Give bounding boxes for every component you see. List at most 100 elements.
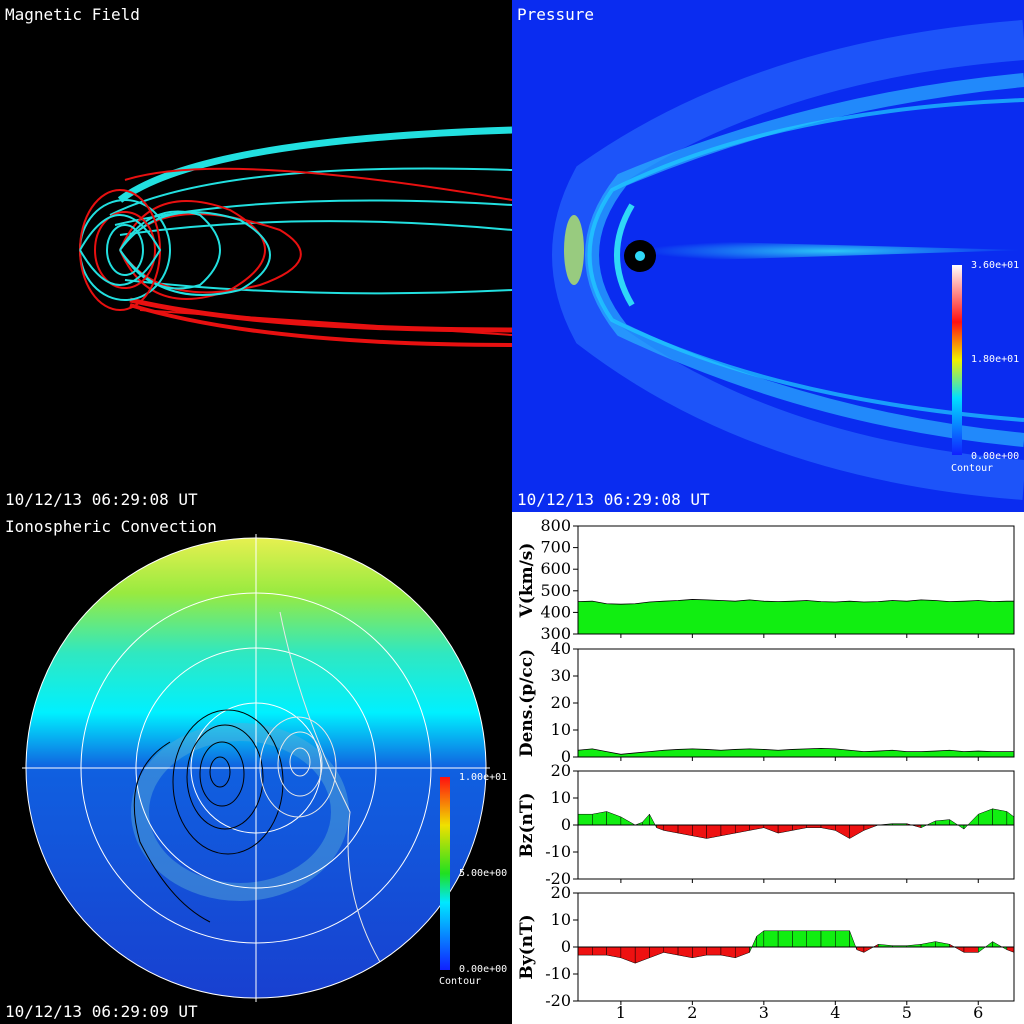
panel-title: Pressure <box>517 5 595 24</box>
data-area-segment <box>777 824 793 834</box>
potential-contour <box>259 716 337 818</box>
open-field-line <box>119 220 512 236</box>
potential-contour <box>289 747 311 777</box>
y-tick-label: 600 <box>540 559 571 578</box>
y-tick-label: 10 <box>551 910 571 929</box>
data-area-segment <box>634 946 650 964</box>
open-field-line <box>117 126 512 203</box>
data-area-segment <box>620 946 636 964</box>
data-area-segment <box>806 930 822 948</box>
data-area-segment <box>856 946 865 953</box>
y-axis-label: V(km/s) <box>517 543 537 619</box>
x-tick-label: 5 <box>902 1003 912 1022</box>
data-area-segment <box>792 930 807 948</box>
panel-title: Ionospheric Convection <box>5 517 217 536</box>
colorbar-min-label: 0.00e+00 <box>459 964 508 975</box>
timestamp: 10/12/13 06:29:09 UT <box>5 1002 198 1021</box>
data-area-segment <box>649 946 665 959</box>
x-tick-label: 4 <box>830 1003 840 1022</box>
auroral-oval <box>131 723 349 901</box>
y-tick-label: 800 <box>540 516 571 535</box>
y-tick-label: 40 <box>551 639 571 658</box>
data-area-segment <box>820 930 836 948</box>
data-area-segment <box>835 824 850 839</box>
potential-contour <box>277 731 323 797</box>
closed-field-line <box>119 200 266 300</box>
potential-contour <box>133 741 211 923</box>
data-area-segment <box>706 824 722 839</box>
data-area-segment <box>692 824 707 839</box>
closed-field-line <box>119 211 271 296</box>
data-area-segment <box>906 823 922 829</box>
data-area-segment <box>963 813 979 830</box>
colorbar-mid-label: 1.80e+01 <box>971 354 1020 365</box>
y-tick-label: 10 <box>551 788 571 807</box>
x-tick-label: 2 <box>687 1003 697 1022</box>
data-area-segment <box>720 946 736 959</box>
data-area-segment <box>677 824 693 837</box>
data-area-segment <box>749 824 765 831</box>
y-tick-label: 20 <box>551 693 571 712</box>
open-field-line <box>129 303 512 347</box>
colorbar-caption: Contour <box>951 463 994 474</box>
data-area <box>577 747 1015 758</box>
colorbar-mid-label: 5.00e+00 <box>459 868 508 879</box>
y-tick-label: 10 <box>551 720 571 739</box>
y-tick-label: 300 <box>540 624 571 643</box>
data-area-segment <box>642 813 650 826</box>
open-field-line <box>129 297 512 333</box>
plot-frame <box>577 525 1015 635</box>
data-area-segment <box>920 820 936 829</box>
y-axis-label: Bz(nT) <box>517 792 537 857</box>
data-area-segment <box>1006 946 1015 953</box>
pressure-plot <box>552 20 1024 500</box>
x-tick-label: 1 <box>616 1003 626 1022</box>
data-area <box>577 599 1015 635</box>
data-area-segment <box>734 824 750 834</box>
field-lines-plot <box>79 126 512 347</box>
y-tick-label: 30 <box>551 666 571 685</box>
data-area-segment <box>820 824 836 831</box>
open-field-line <box>124 167 512 201</box>
data-area-segment <box>663 824 679 834</box>
chart-1: 0 10 20 30 40 Dens.(p/cc) <box>517 639 1015 766</box>
y-tick-label: 400 <box>540 602 571 621</box>
closed-loop <box>94 211 156 289</box>
panel-title: Magnetic Field <box>5 5 140 24</box>
potential-contour <box>186 724 264 830</box>
data-area-segment <box>863 824 879 831</box>
data-area-segment <box>792 824 807 831</box>
data-area-segment <box>763 930 779 948</box>
data-area-segment <box>835 930 850 948</box>
data-area-segment <box>849 824 865 839</box>
potential-contour <box>279 611 381 963</box>
chart-2: -20 -10 0 10 20 Bz(nT) <box>517 761 1015 888</box>
data-area-segment <box>592 811 607 826</box>
magnetosheath <box>587 98 1024 422</box>
y-tick-label: -20 <box>545 991 571 1010</box>
colorbar-caption: Contour <box>439 976 482 987</box>
data-area-segment <box>949 943 965 953</box>
data-area-segment <box>706 946 722 956</box>
data-area-segment <box>1006 810 1015 826</box>
polar-plot <box>22 534 490 1002</box>
colorbar <box>440 777 450 970</box>
colorbar-min-label: 0.00e+00 <box>971 451 1020 462</box>
data-area-segment <box>677 946 693 959</box>
colorbar-max-label: 1.00e+01 <box>459 772 508 783</box>
data-area-segment <box>949 819 965 830</box>
data-area-segment <box>577 946 593 956</box>
plot-frame <box>577 648 1015 758</box>
data-area-segment <box>649 814 657 828</box>
open-field-line <box>124 279 512 295</box>
time-series-charts: 300400500600700800V(km/s)010203040Dens.(… <box>517 516 1015 1022</box>
data-area-segment <box>592 946 607 956</box>
data-area-segment <box>663 946 679 956</box>
y-tick-label: 20 <box>551 761 571 780</box>
potential-contour <box>172 709 284 855</box>
pressure-hotspot <box>564 215 584 285</box>
data-area-segment <box>763 824 779 834</box>
y-tick-label: 500 <box>540 581 571 600</box>
y-tick-label: 0 <box>561 747 571 766</box>
potential-contour <box>209 756 231 788</box>
